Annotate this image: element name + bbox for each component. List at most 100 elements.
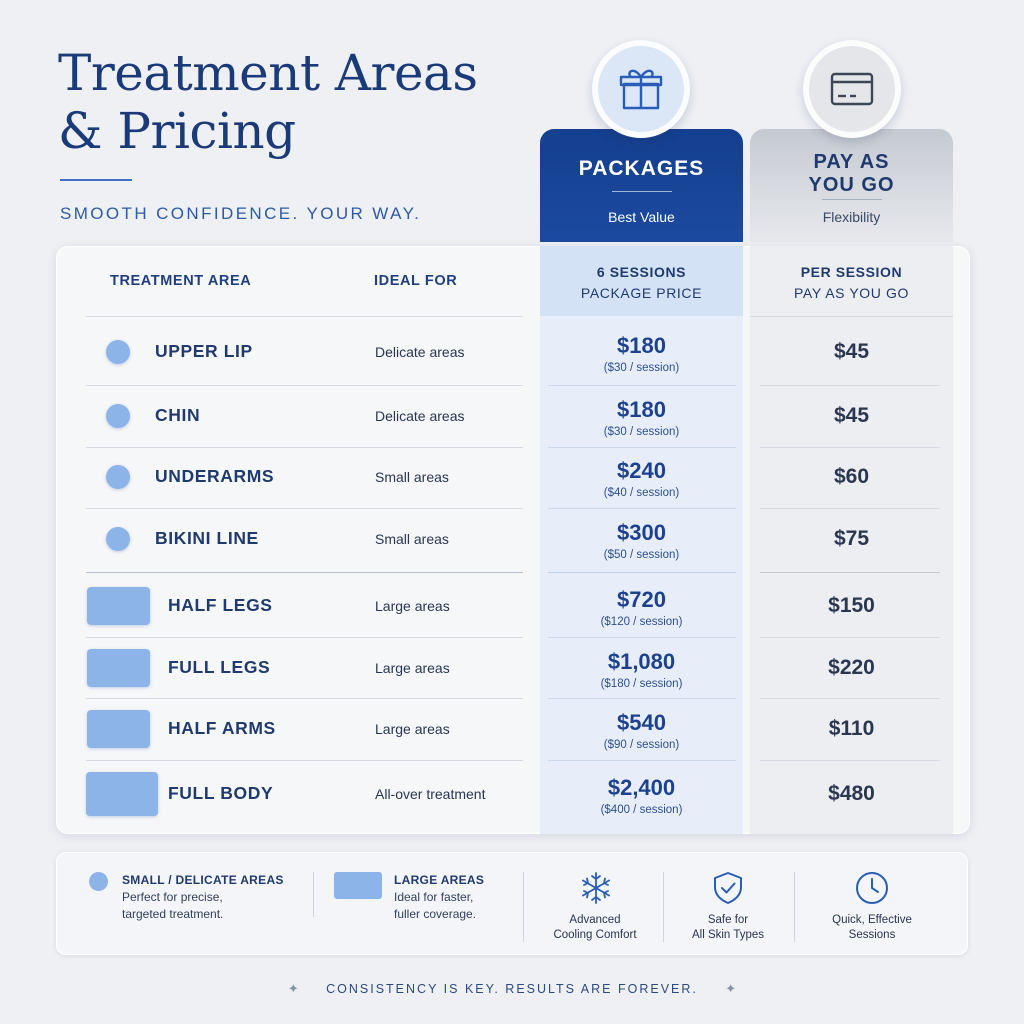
treatment-area-name: HALF ARMS (168, 718, 276, 738)
treatment-area-name: UPPER LIP (155, 341, 253, 361)
row-divider (548, 385, 736, 386)
payg-subtitle: Flexibility (822, 209, 881, 225)
page-title: Treatment Areas & Pricing (58, 44, 478, 160)
feature-quick-label: Quick, Effective Sessions (807, 913, 937, 943)
legend-divider (794, 872, 795, 942)
ideal-for-text: Small areas (375, 469, 449, 485)
package-per-session: ($50 / session) (603, 549, 680, 561)
row-divider (760, 698, 940, 699)
treatment-area-name: CHIN (155, 405, 201, 425)
large-area-indicator (87, 649, 150, 687)
treatment-area-name: FULL BODY (168, 783, 274, 803)
package-per-session: ($40 / session) (603, 487, 680, 499)
title-line-2: & Pricing (58, 102, 296, 160)
legend-large-title: LARGE AREAS (394, 873, 485, 887)
ideal-for-text: Large areas (375, 660, 450, 676)
package-price: $540 (617, 710, 666, 735)
package-price: $180 (617, 333, 666, 358)
payg-header-line-1: PER SESSION (800, 264, 903, 280)
package-per-session: ($400 / session) (600, 804, 683, 816)
ideal-for-text: Delicate areas (375, 344, 465, 360)
title-line-1: Treatment Areas (58, 44, 478, 102)
sparkle-icon: ✦ (287, 981, 299, 996)
package-per-session: ($90 / session) (603, 739, 680, 751)
column-header-per-session: PER SESSION PAY AS YOU GO (750, 262, 953, 304)
packages-subtitle: Best Value (608, 209, 675, 225)
package-price: $1,080 (607, 649, 676, 674)
snowflake-icon (578, 870, 614, 906)
large-area-indicator (87, 710, 150, 748)
treatment-area-name: FULL LEGS (168, 657, 271, 677)
packages-column-bg (540, 246, 743, 834)
large-area-indicator (86, 772, 158, 816)
small-area-indicator (106, 465, 130, 489)
row-divider (760, 760, 940, 761)
ideal-for-text: All-over treatment (375, 786, 486, 802)
footer: ✦ CONSISTENCY IS KEY. RESULTS ARE FOREVE… (0, 981, 1024, 997)
pay-as-you-go-price: $45 (833, 404, 870, 427)
legend-panel (56, 852, 968, 955)
tagline: SMOOTH CONFIDENCE. YOUR WAY. (60, 204, 422, 223)
legend-divider (523, 872, 524, 942)
gift-icon (592, 40, 690, 138)
row-divider (760, 508, 940, 509)
legend-large-desc: Ideal for faster, fuller coverage. (394, 889, 476, 923)
payg-title-line-1: PAY AS (813, 151, 890, 173)
package-price: $2,400 (607, 775, 676, 800)
package-per-session: ($30 / session) (603, 426, 680, 438)
row-divider (86, 508, 523, 509)
clock-icon (854, 870, 890, 906)
row-divider (86, 447, 523, 448)
ideal-for-text: Delicate areas (375, 408, 465, 424)
legend-divider (663, 872, 664, 942)
package-per-session: ($120 / session) (600, 616, 683, 628)
group-divider (548, 572, 736, 573)
row-divider (760, 385, 940, 386)
shield-check-icon (710, 870, 746, 906)
legend-small-desc-line-2: targeted treatment. (122, 907, 224, 921)
ideal-for-text: Large areas (375, 721, 450, 737)
packages-divider (612, 191, 672, 192)
footer-text: CONSISTENCY IS KEY. RESULTS ARE FOREVER. (326, 982, 698, 996)
header-divider (86, 316, 523, 317)
payg-title-line-2: YOU GO (808, 174, 895, 196)
feature-cooling-line-2: Cooling Comfort (553, 929, 637, 941)
legend-small-desc-line-1: Perfect for precise, (122, 890, 223, 904)
small-area-indicator (106, 340, 130, 364)
package-price: $240 (617, 458, 666, 483)
payg-header-line-2: PAY AS YOU GO (794, 285, 909, 301)
row-divider (760, 637, 940, 638)
legend-small-desc: Perfect for precise, targeted treatment. (122, 889, 223, 923)
payg-column-header: PAY AS YOU GO Flexibility (750, 129, 953, 242)
package-header-line-2: PACKAGE PRICE (580, 285, 703, 301)
row-divider (548, 698, 736, 699)
small-area-indicator (106, 404, 130, 428)
column-header-treatment-area: TREATMENT AREA (110, 273, 252, 289)
legend-large-desc-line-2: fuller coverage. (394, 907, 477, 921)
pay-as-you-go-price: $480 (828, 782, 875, 805)
small-area-indicator (106, 527, 130, 551)
row-divider (760, 447, 940, 448)
feature-cooling-line-1: Advanced (569, 914, 621, 926)
payg-column-bg (750, 246, 953, 834)
row-divider (548, 760, 736, 761)
large-area-swatch (334, 872, 382, 899)
pay-as-you-go-price: $220 (828, 656, 875, 679)
row-divider (86, 385, 523, 386)
packages-header-cell-bg (540, 246, 743, 316)
payg-title: PAY AS YOU GO (750, 151, 953, 197)
header-divider (750, 316, 953, 317)
row-divider (548, 447, 736, 448)
credit-card-icon (803, 40, 901, 138)
row-divider (548, 508, 736, 509)
column-header-package-price: 6 SESSIONS PACKAGE PRICE (540, 262, 743, 304)
package-header-line-1: 6 SESSIONS (596, 264, 687, 280)
treatment-area-name: UNDERARMS (155, 466, 275, 486)
treatment-area-name: HALF LEGS (168, 595, 273, 615)
payg-divider (822, 199, 882, 200)
package-price: $180 (617, 397, 666, 422)
pay-as-you-go-price: $45 (833, 340, 870, 363)
ideal-for-text: Large areas (375, 598, 450, 614)
package-per-session: ($180 / session) (600, 678, 683, 690)
small-area-swatch (89, 872, 108, 891)
